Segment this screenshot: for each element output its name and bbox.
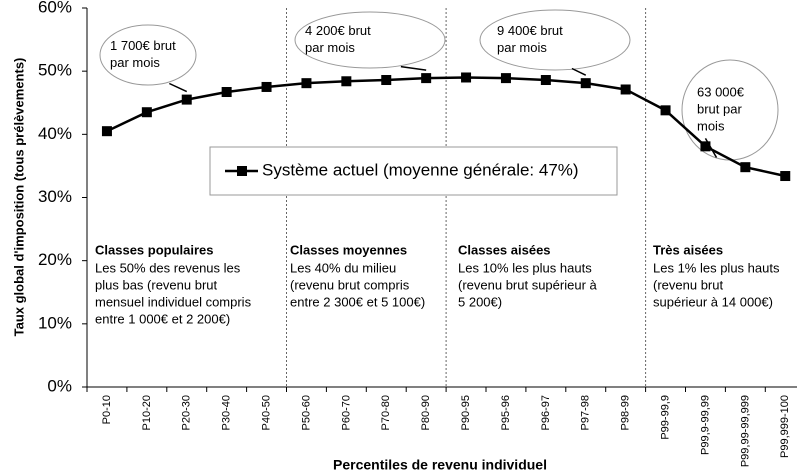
group-text: entre 2 300€ et 5 100€) — [290, 294, 425, 309]
group-text: 5 200€) — [458, 294, 502, 309]
data-point — [500, 73, 511, 84]
y-tick-label: 50% — [38, 61, 72, 80]
x-tick-label: P80-90 — [420, 395, 432, 430]
data-point — [421, 73, 432, 84]
data-point — [221, 87, 232, 98]
x-tick-label: P30-40 — [221, 395, 233, 430]
callout-arrow — [400, 65, 427, 71]
x-axis-label: Percentiles de revenu individuel — [333, 457, 547, 473]
callout-bubble — [99, 24, 197, 86]
x-tick-label: P96-97 — [540, 395, 552, 430]
group-text: Les 40% du milieu — [290, 260, 396, 275]
x-tick-label: P70-80 — [380, 395, 392, 430]
callout-text: brut par — [697, 101, 742, 116]
data-point — [461, 72, 472, 83]
x-tick-label: P99-99,9 — [659, 395, 671, 440]
x-tick-label: P99,9-99,99 — [699, 395, 711, 455]
y-tick-label: 10% — [38, 313, 72, 332]
callout-bubble — [294, 11, 446, 69]
data-point — [620, 84, 631, 95]
data-point — [101, 126, 112, 137]
x-tick-label: P97-98 — [580, 395, 592, 430]
y-tick-label: 30% — [38, 187, 72, 206]
callout-text: par mois — [305, 40, 355, 55]
callout-arrow — [571, 67, 587, 76]
data-point — [540, 75, 551, 86]
x-tick-label: P40-50 — [260, 395, 272, 430]
group-text: Les 1% les plus hauts — [653, 260, 780, 275]
callout-text: 63 000€ — [697, 84, 745, 99]
x-tick-label: P60-70 — [340, 395, 352, 430]
data-point — [780, 171, 791, 182]
x-tick-label: P0-10 — [101, 395, 113, 424]
callout-text: 9 400€ brut — [497, 23, 563, 38]
group-text: entre 1 000€ et 2 200€) — [95, 311, 230, 326]
callout-text: par mois — [110, 55, 160, 70]
data-point — [141, 107, 152, 118]
group-text: plus bas (revenu brut — [95, 277, 218, 292]
data-point — [740, 162, 751, 173]
group-text: (revenu brut compris — [290, 277, 410, 292]
group-title: Très aisées — [653, 242, 723, 257]
x-tick-label: P20-30 — [181, 395, 193, 430]
y-tick-label: 20% — [38, 250, 72, 269]
x-tick-label: P90-95 — [460, 395, 472, 430]
callout-bubble — [479, 9, 631, 71]
group-title: Classes aisées — [458, 242, 551, 257]
group-text: Les 10% les plus hauts — [458, 260, 592, 275]
group-text: mensuel individuel compris — [95, 294, 252, 309]
data-point — [660, 105, 671, 116]
data-point — [580, 78, 591, 89]
x-tick-label: P50-60 — [300, 395, 312, 430]
callout-text: mois — [697, 118, 725, 133]
data-point — [381, 75, 392, 86]
x-tick-label: P99,999-100 — [779, 395, 791, 458]
group-text: (revenu brut supérieur à — [458, 277, 598, 292]
series-line — [106, 76, 786, 178]
group-title: Classes moyennes — [290, 242, 407, 257]
y-tick-label: 0% — [47, 376, 72, 395]
data-point — [181, 94, 192, 105]
callout-text: 4 200€ brut — [305, 23, 371, 38]
data-point — [341, 76, 352, 87]
x-tick-label: P10-20 — [141, 395, 153, 430]
legend-box — [209, 146, 618, 196]
data-point — [301, 78, 312, 89]
data-point — [261, 81, 272, 92]
legend-label: Système actuel (moyenne générale: 47%) — [262, 160, 579, 179]
y-tick-label: 60% — [38, 0, 72, 16]
y-tick-label: 40% — [38, 124, 72, 143]
legend-marker — [237, 166, 247, 176]
group-title: Classes populaires — [95, 242, 214, 257]
x-tick-label: P95-96 — [500, 395, 512, 430]
callout-arrow — [168, 82, 188, 93]
callout-text: 1 700€ brut — [110, 38, 176, 53]
group-text: Les 50% des revenus les — [95, 260, 241, 275]
group-text: (revenu brut — [653, 277, 723, 292]
data-point — [700, 141, 711, 152]
group-text: supérieur à 14 000€) — [653, 294, 773, 309]
callout-text: par mois — [497, 40, 547, 55]
y-axis-label: Taux global d'imposition (tous prélèveme… — [11, 58, 26, 337]
x-tick-label: P98-99 — [620, 395, 632, 430]
x-tick-label: P99,99-99,999 — [739, 395, 751, 467]
